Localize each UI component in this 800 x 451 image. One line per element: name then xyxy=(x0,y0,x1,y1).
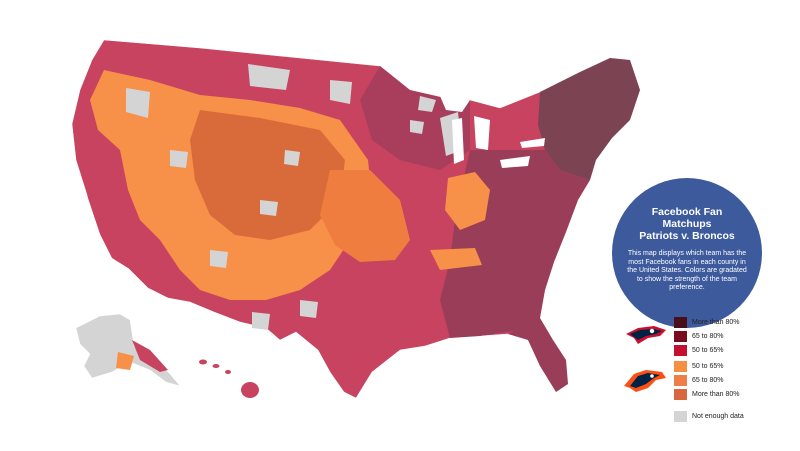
legend-swatch xyxy=(674,316,687,328)
legend-item: 50 to 65% xyxy=(674,360,724,372)
region-indiana-ohio xyxy=(445,172,490,230)
legend-swatch xyxy=(674,374,687,386)
legend-label: 65 to 80% xyxy=(692,376,724,384)
region-west-coast xyxy=(78,150,150,280)
legend-label: 65 to 80% xyxy=(692,332,724,340)
hawaii xyxy=(199,359,259,398)
region-tennessee xyxy=(430,248,482,270)
region-colorado-core xyxy=(190,110,345,240)
legend-swatch xyxy=(674,410,687,422)
no-data-patches xyxy=(126,64,462,330)
legend-item: More than 80% xyxy=(674,316,739,328)
legend-label: Not enough data xyxy=(692,412,744,420)
legend-swatch xyxy=(674,344,687,356)
legend-label: 50 to 65% xyxy=(692,346,724,354)
region-upper-midwest xyxy=(360,66,470,170)
legend-swatch xyxy=(674,330,687,342)
alaska-southeast xyxy=(132,340,168,372)
legend-swatch xyxy=(674,388,687,400)
alaska xyxy=(75,313,181,387)
region-northeast xyxy=(538,58,640,180)
legend-item: 50 to 65% xyxy=(674,344,724,356)
info-subtitle: Patriots v. Broncos xyxy=(639,230,735,242)
info-circle: Facebook Fan Matchups Patriots v. Bronco… xyxy=(612,178,762,328)
legend-label: More than 80% xyxy=(692,318,740,326)
legend-item: More than 80% xyxy=(674,388,739,400)
legend-label: More than 80% xyxy=(692,390,740,398)
legend-item: 65 to 80% xyxy=(674,330,724,342)
legend-label: 50 to 65% xyxy=(692,362,724,370)
great-lakes xyxy=(440,96,545,168)
legend-item: Not enough data xyxy=(674,410,744,422)
info-description: This map displays which team has the mos… xyxy=(627,250,747,291)
legend-swatch xyxy=(674,360,687,372)
region-florida xyxy=(508,318,568,392)
broncos-logo-icon xyxy=(622,366,668,399)
alaska-south xyxy=(116,352,134,370)
info-title: Facebook Fan Matchups xyxy=(651,206,723,230)
legend-item: 65 to 80% xyxy=(674,374,724,386)
region-plains xyxy=(320,170,410,262)
patriots-logo-icon xyxy=(624,322,668,353)
